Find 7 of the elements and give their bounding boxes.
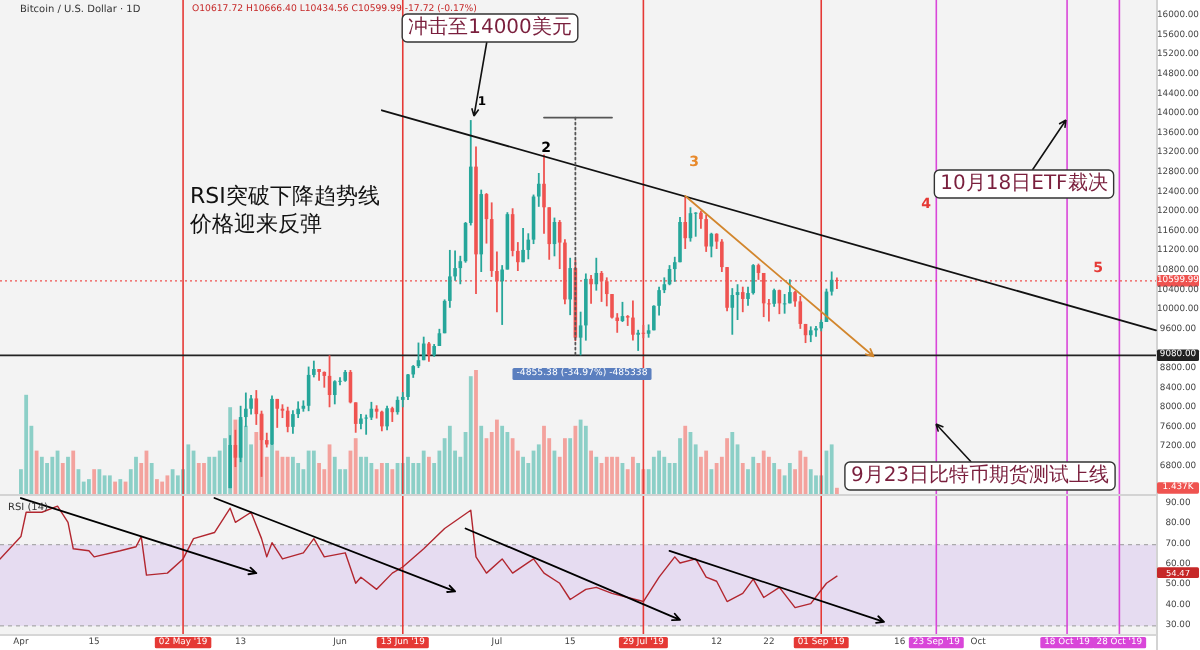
annotation: 10月18日ETF裁决 — [940, 171, 1108, 195]
annotation: RSI突破下降趋势线 — [190, 183, 380, 209]
annotation: 冲击至14000美元 — [408, 15, 572, 39]
callout: 10月18日ETF裁决 — [933, 119, 1115, 199]
annotation: 价格迎来反弹 — [188, 211, 322, 237]
annotation: 9月23日比特币期货测试上线 — [850, 463, 1110, 487]
callout: 9月23日比特币期货测试上线 — [844, 423, 1116, 491]
